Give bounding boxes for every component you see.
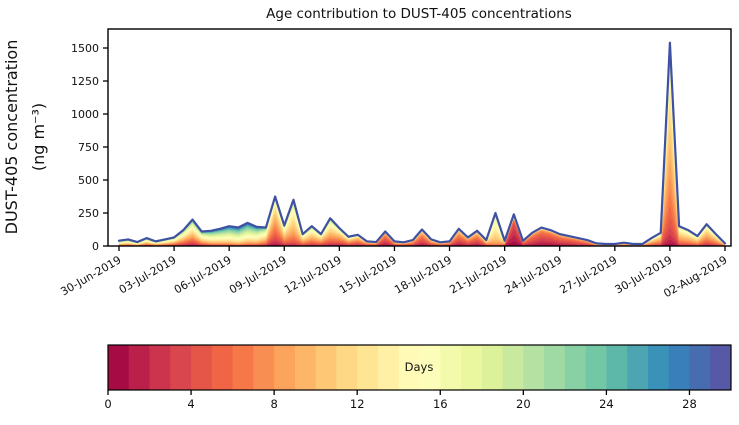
colorbar-tick-label: 16 — [433, 397, 448, 411]
colorbar-segment — [544, 345, 566, 390]
age-band — [118, 44, 726, 245]
age-band — [118, 48, 726, 245]
x-tick-label: 06-Jul-2019 — [172, 253, 234, 296]
colorbar-segment — [211, 345, 234, 390]
colorbar-segment — [710, 345, 732, 390]
y-axis-label-line1: DUST-405 concentration — [2, 40, 21, 235]
x-tick-label: 27-Jul-2019 — [558, 253, 620, 296]
chart-title: Age contribution to DUST-405 concentrati… — [266, 6, 572, 22]
x-tick-label: 03-Jul-2019 — [117, 253, 179, 296]
colorbar-segment — [419, 345, 441, 390]
age-band — [118, 43, 726, 245]
colorbar-segment — [523, 345, 545, 390]
y-tick-label: 1500 — [71, 42, 99, 55]
colorbar-segment — [232, 345, 254, 390]
y-tick-label: 1250 — [71, 75, 99, 88]
colorbar-segment — [461, 345, 483, 390]
colorbar-tick-label: 24 — [599, 397, 614, 411]
age-band — [118, 43, 726, 245]
colorbar-segment — [398, 345, 420, 390]
age-band — [118, 46, 726, 245]
colorbar-segment — [647, 345, 670, 390]
colorbar-segment — [627, 345, 649, 390]
y-tick-label: 1000 — [71, 108, 99, 121]
colorbar-segment — [668, 345, 690, 390]
colorbar-segment — [170, 345, 192, 390]
colorbar-label: Days — [405, 360, 434, 374]
x-tick-label: 30-Jun-2019 — [58, 253, 123, 298]
x-tick-label: 12-Jul-2019 — [282, 253, 344, 296]
colorbar-segment — [357, 345, 379, 390]
age-band — [118, 93, 726, 245]
colorbar-tick-label: 28 — [682, 397, 697, 411]
colorbar-tick-label: 4 — [187, 397, 194, 411]
y-tick-label: 500 — [78, 174, 99, 187]
age-band — [118, 71, 726, 245]
colorbar-segment — [336, 345, 358, 390]
colorbar-segment — [315, 345, 337, 390]
age-band — [118, 81, 726, 245]
age-band — [118, 58, 726, 245]
colorbar-segment — [294, 345, 317, 390]
x-tick-label: 21-Jul-2019 — [447, 253, 509, 296]
colorbar: 0 4 8 12 16 20 24 28 — [104, 344, 732, 411]
age-band — [118, 45, 726, 245]
colorbar-segment — [440, 345, 462, 390]
y-tick-label: 750 — [78, 141, 99, 154]
age-band — [118, 45, 726, 245]
y-axis-label-line2: (ng m⁻³) — [29, 103, 48, 171]
colorbar-segment — [606, 345, 628, 390]
colorbar-segment — [689, 345, 711, 390]
age-band — [118, 63, 726, 245]
x-tick-label: 15-Jul-2019 — [337, 253, 399, 296]
x-tick-label: 18-Jul-2019 — [392, 253, 454, 296]
colorbar-segment — [253, 345, 275, 390]
colorbar-segment — [128, 345, 151, 390]
colorbar-segment — [191, 345, 213, 390]
x-tick-label: 24-Jul-2019 — [502, 253, 564, 296]
age-band — [118, 49, 726, 245]
colorbar-segment — [564, 345, 587, 390]
colorbar-segment — [502, 345, 524, 390]
colorbar-tick-label: 0 — [104, 397, 111, 411]
colorbar-segment — [377, 345, 400, 390]
colorbar-tick-label: 8 — [270, 397, 277, 411]
total-envelope-line — [117, 41, 727, 246]
colorbar-segment — [585, 345, 607, 390]
colorbar-segment — [481, 345, 504, 390]
stacked-age-bands — [118, 42, 726, 247]
y-tick-label: 0 — [92, 240, 99, 253]
colorbar-tick-label: 12 — [350, 397, 365, 411]
age-band — [118, 44, 726, 245]
colorbar-segment — [108, 345, 130, 390]
y-axis: 0 250 500 750 1000 1250 1500 — [71, 42, 108, 253]
x-tick-label: 09-Jul-2019 — [227, 253, 289, 296]
age-band — [118, 47, 726, 245]
plot-border — [107, 28, 732, 247]
age-band — [118, 107, 726, 245]
y-tick-label: 250 — [78, 207, 99, 220]
age-band — [118, 42, 726, 245]
age-band — [118, 54, 726, 245]
colorbar-tick-label: 20 — [516, 397, 531, 411]
colorbar-border — [107, 344, 732, 391]
x-axis: 30-Jun-201903-Jul-201906-Jul-201909-Jul-… — [58, 246, 730, 300]
age-band — [118, 122, 726, 246]
colorbar-segment — [149, 345, 171, 390]
age-band — [118, 51, 726, 245]
colorbar-segment — [274, 345, 296, 390]
